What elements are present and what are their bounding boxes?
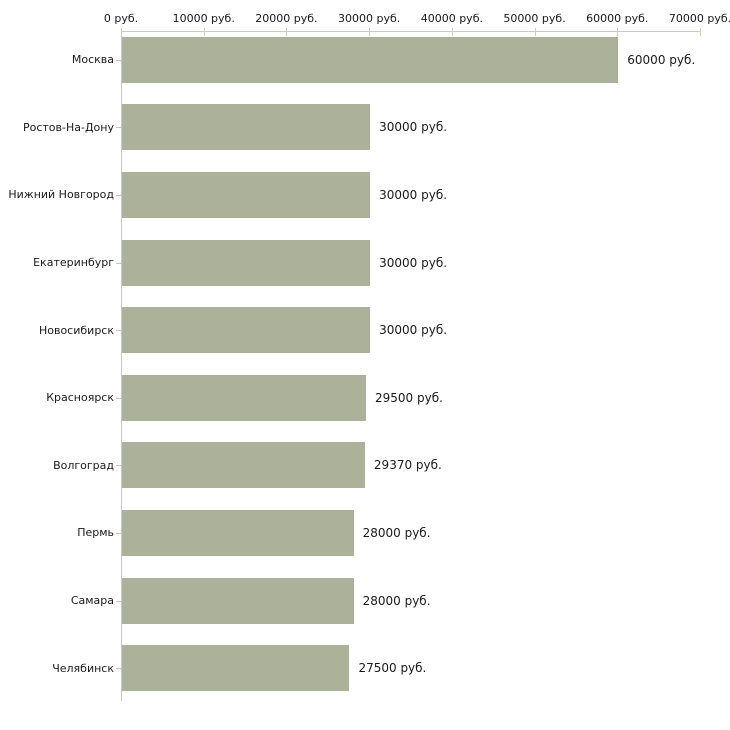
x-axis-tick — [534, 28, 536, 36]
x-axis-line — [121, 31, 701, 32]
x-axis-tick — [121, 28, 122, 36]
bar-3 — [122, 239, 371, 286]
bar-0 — [122, 36, 619, 83]
category-label: Москва — [71, 53, 114, 67]
bar-row: Пермь 28000 руб. — [0, 499, 730, 567]
value-label: 28000 руб. — [362, 593, 431, 608]
value-label: 30000 руб. — [379, 255, 448, 270]
bar-row: Челябинск 27500 руб. — [0, 634, 730, 702]
category-tick — [116, 600, 121, 602]
value-label: 29500 руб. — [375, 390, 443, 405]
bar-8 — [122, 577, 354, 624]
x-axis-tick — [203, 28, 205, 36]
y-axis-line — [121, 31, 122, 701]
value-label: 27500 руб. — [358, 661, 427, 676]
category-label: Волгоград — [53, 458, 114, 472]
x-axis-tick — [451, 28, 453, 36]
category-label: Пермь — [77, 526, 114, 540]
x-axis-tick — [700, 28, 701, 36]
bar-row: Новосибирск 30000 руб. — [0, 296, 730, 364]
category-label: Челябинск — [52, 661, 114, 675]
category-tick — [116, 59, 121, 61]
bar-row: Нижний Новгород 30000 руб. — [0, 161, 730, 229]
x-axis-tick-label: 60000 руб. — [586, 12, 649, 25]
value-label: 29370 руб. — [373, 458, 442, 473]
bar-row: Москва 60000 руб. — [0, 26, 730, 94]
bar-4 — [122, 307, 371, 354]
bar-5 — [122, 374, 366, 421]
category-tick — [116, 668, 121, 670]
x-axis-tick-label: 20000 руб. — [255, 12, 318, 25]
bar-row: Волгоград 29370 руб. — [0, 432, 730, 500]
bar-row: Ростов-На-Дону 30000 руб. — [0, 94, 730, 162]
category-tick — [116, 127, 121, 129]
category-tick — [116, 397, 121, 399]
category-tick — [116, 532, 121, 534]
value-label: 30000 руб. — [379, 323, 448, 338]
bar-6 — [122, 442, 365, 489]
x-axis-tick-label: 70000 руб. — [668, 12, 730, 25]
category-label: Екатеринбург — [33, 256, 114, 270]
bar-9 — [122, 645, 350, 692]
x-axis-tick-label: 0 руб. — [103, 12, 139, 25]
bar-row: Красноярск 29500 руб. — [0, 364, 730, 432]
category-tick — [116, 262, 121, 264]
bar-7 — [122, 509, 354, 556]
bar-row: Екатеринбург 30000 руб. — [0, 229, 730, 297]
x-axis-tick — [369, 28, 371, 36]
category-tick — [116, 465, 121, 467]
bar-1 — [122, 104, 371, 151]
value-label: 30000 руб. — [379, 187, 448, 202]
x-axis-tick-label: 50000 руб. — [503, 12, 566, 25]
category-tick — [116, 194, 121, 196]
category-label: Ростов-На-Дону — [22, 120, 114, 134]
value-label: 30000 руб. — [379, 120, 448, 135]
category-label: Нижний Новгород — [8, 188, 114, 202]
category-tick — [116, 330, 121, 332]
category-label: Новосибирск — [38, 323, 114, 337]
value-label: 60000 руб. — [627, 52, 696, 67]
x-axis-tick-label: 40000 руб. — [420, 12, 483, 25]
bar-2 — [122, 171, 371, 218]
bar-row: Самара 28000 руб. — [0, 567, 730, 635]
x-axis-tick — [617, 28, 619, 36]
value-label: 28000 руб. — [362, 525, 431, 540]
x-axis-tick-label: 10000 руб. — [172, 12, 235, 25]
category-label: Самара — [70, 594, 114, 608]
x-axis-tick-label: 30000 руб. — [338, 12, 401, 25]
category-label: Красноярск — [46, 391, 114, 405]
x-axis-tick — [286, 28, 288, 36]
